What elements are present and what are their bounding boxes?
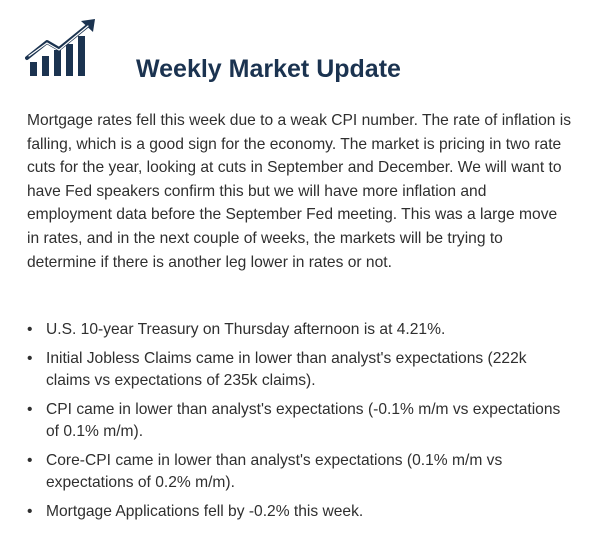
bullet-text: Mortgage Applications fell by -0.2% this… <box>46 503 364 520</box>
list-item: • Mortgage Applications fell by -0.2% th… <box>27 501 572 523</box>
intro-paragraph: Mortgage rates fell this week due to a w… <box>27 112 572 271</box>
bullet-text: Initial Jobless Claims came in lower tha… <box>46 350 527 389</box>
market-bullet-list: • U.S. 10-year Treasury on Thursday afte… <box>27 319 572 530</box>
list-item: • CPI came in lower than analyst's expec… <box>27 399 572 443</box>
rising-bar-chart-icon <box>25 19 95 76</box>
list-item: • Initial Jobless Claims came in lower t… <box>27 348 572 392</box>
page-title: Weekly Market Update <box>136 55 401 83</box>
bullet-marker: • <box>27 350 33 367</box>
bullet-text: Core-CPI came in lower than analyst's ex… <box>46 452 503 491</box>
bullet-text: U.S. 10-year Treasury on Thursday aftern… <box>46 321 446 338</box>
bullet-marker: • <box>27 321 33 338</box>
list-item: • Core-CPI came in lower than analyst's … <box>27 450 572 494</box>
bullet-text: CPI came in lower than analyst's expecta… <box>46 401 561 440</box>
list-item: • U.S. 10-year Treasury on Thursday afte… <box>27 319 572 341</box>
bullet-marker: • <box>27 503 33 520</box>
bullet-marker: • <box>27 452 33 469</box>
bullet-marker: • <box>27 401 33 418</box>
header: Weekly Market Update <box>0 0 593 96</box>
